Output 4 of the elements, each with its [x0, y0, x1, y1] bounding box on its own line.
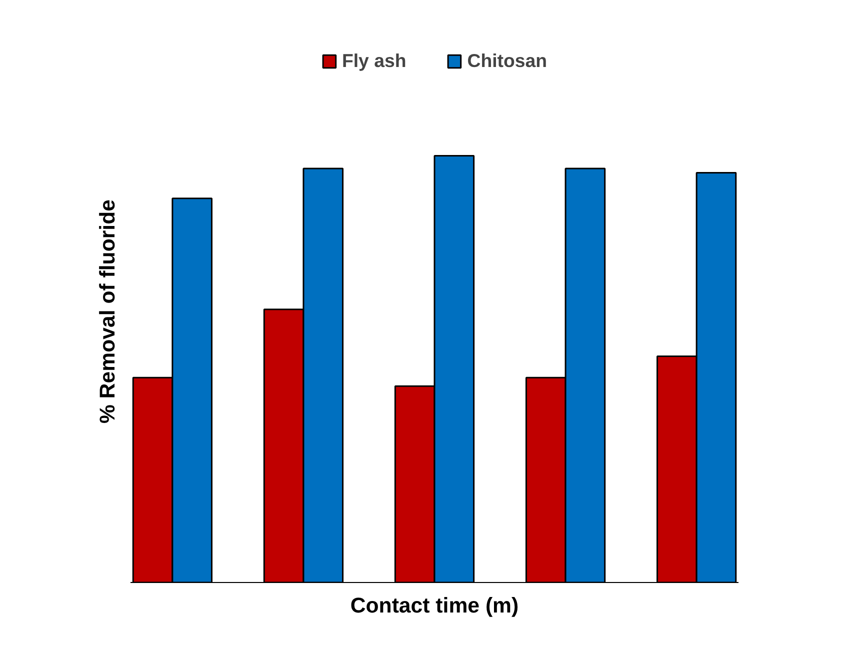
legend-label: Fly ash [342, 50, 406, 72]
legend-label: Chitosan [467, 50, 548, 72]
x-axis-title: Contact time (m) [350, 594, 519, 618]
y-axis-title: % Removal of fluoride [96, 199, 120, 424]
